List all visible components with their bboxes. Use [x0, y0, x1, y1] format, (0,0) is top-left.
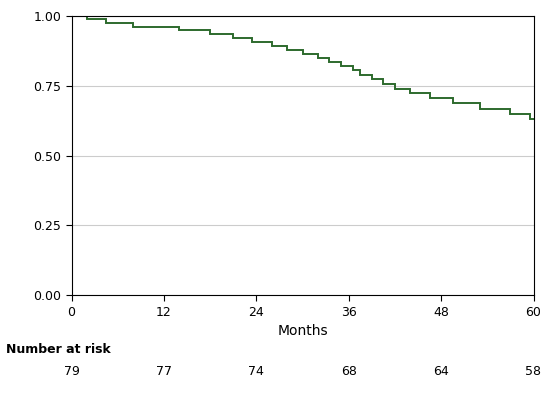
Text: Number at risk: Number at risk — [6, 343, 110, 356]
Text: 68: 68 — [341, 365, 356, 377]
Text: 64: 64 — [433, 365, 449, 377]
X-axis label: Months: Months — [277, 324, 328, 338]
Text: 74: 74 — [249, 365, 264, 377]
Text: 79: 79 — [64, 365, 79, 377]
Text: 77: 77 — [156, 365, 172, 377]
Text: 58: 58 — [525, 365, 542, 377]
